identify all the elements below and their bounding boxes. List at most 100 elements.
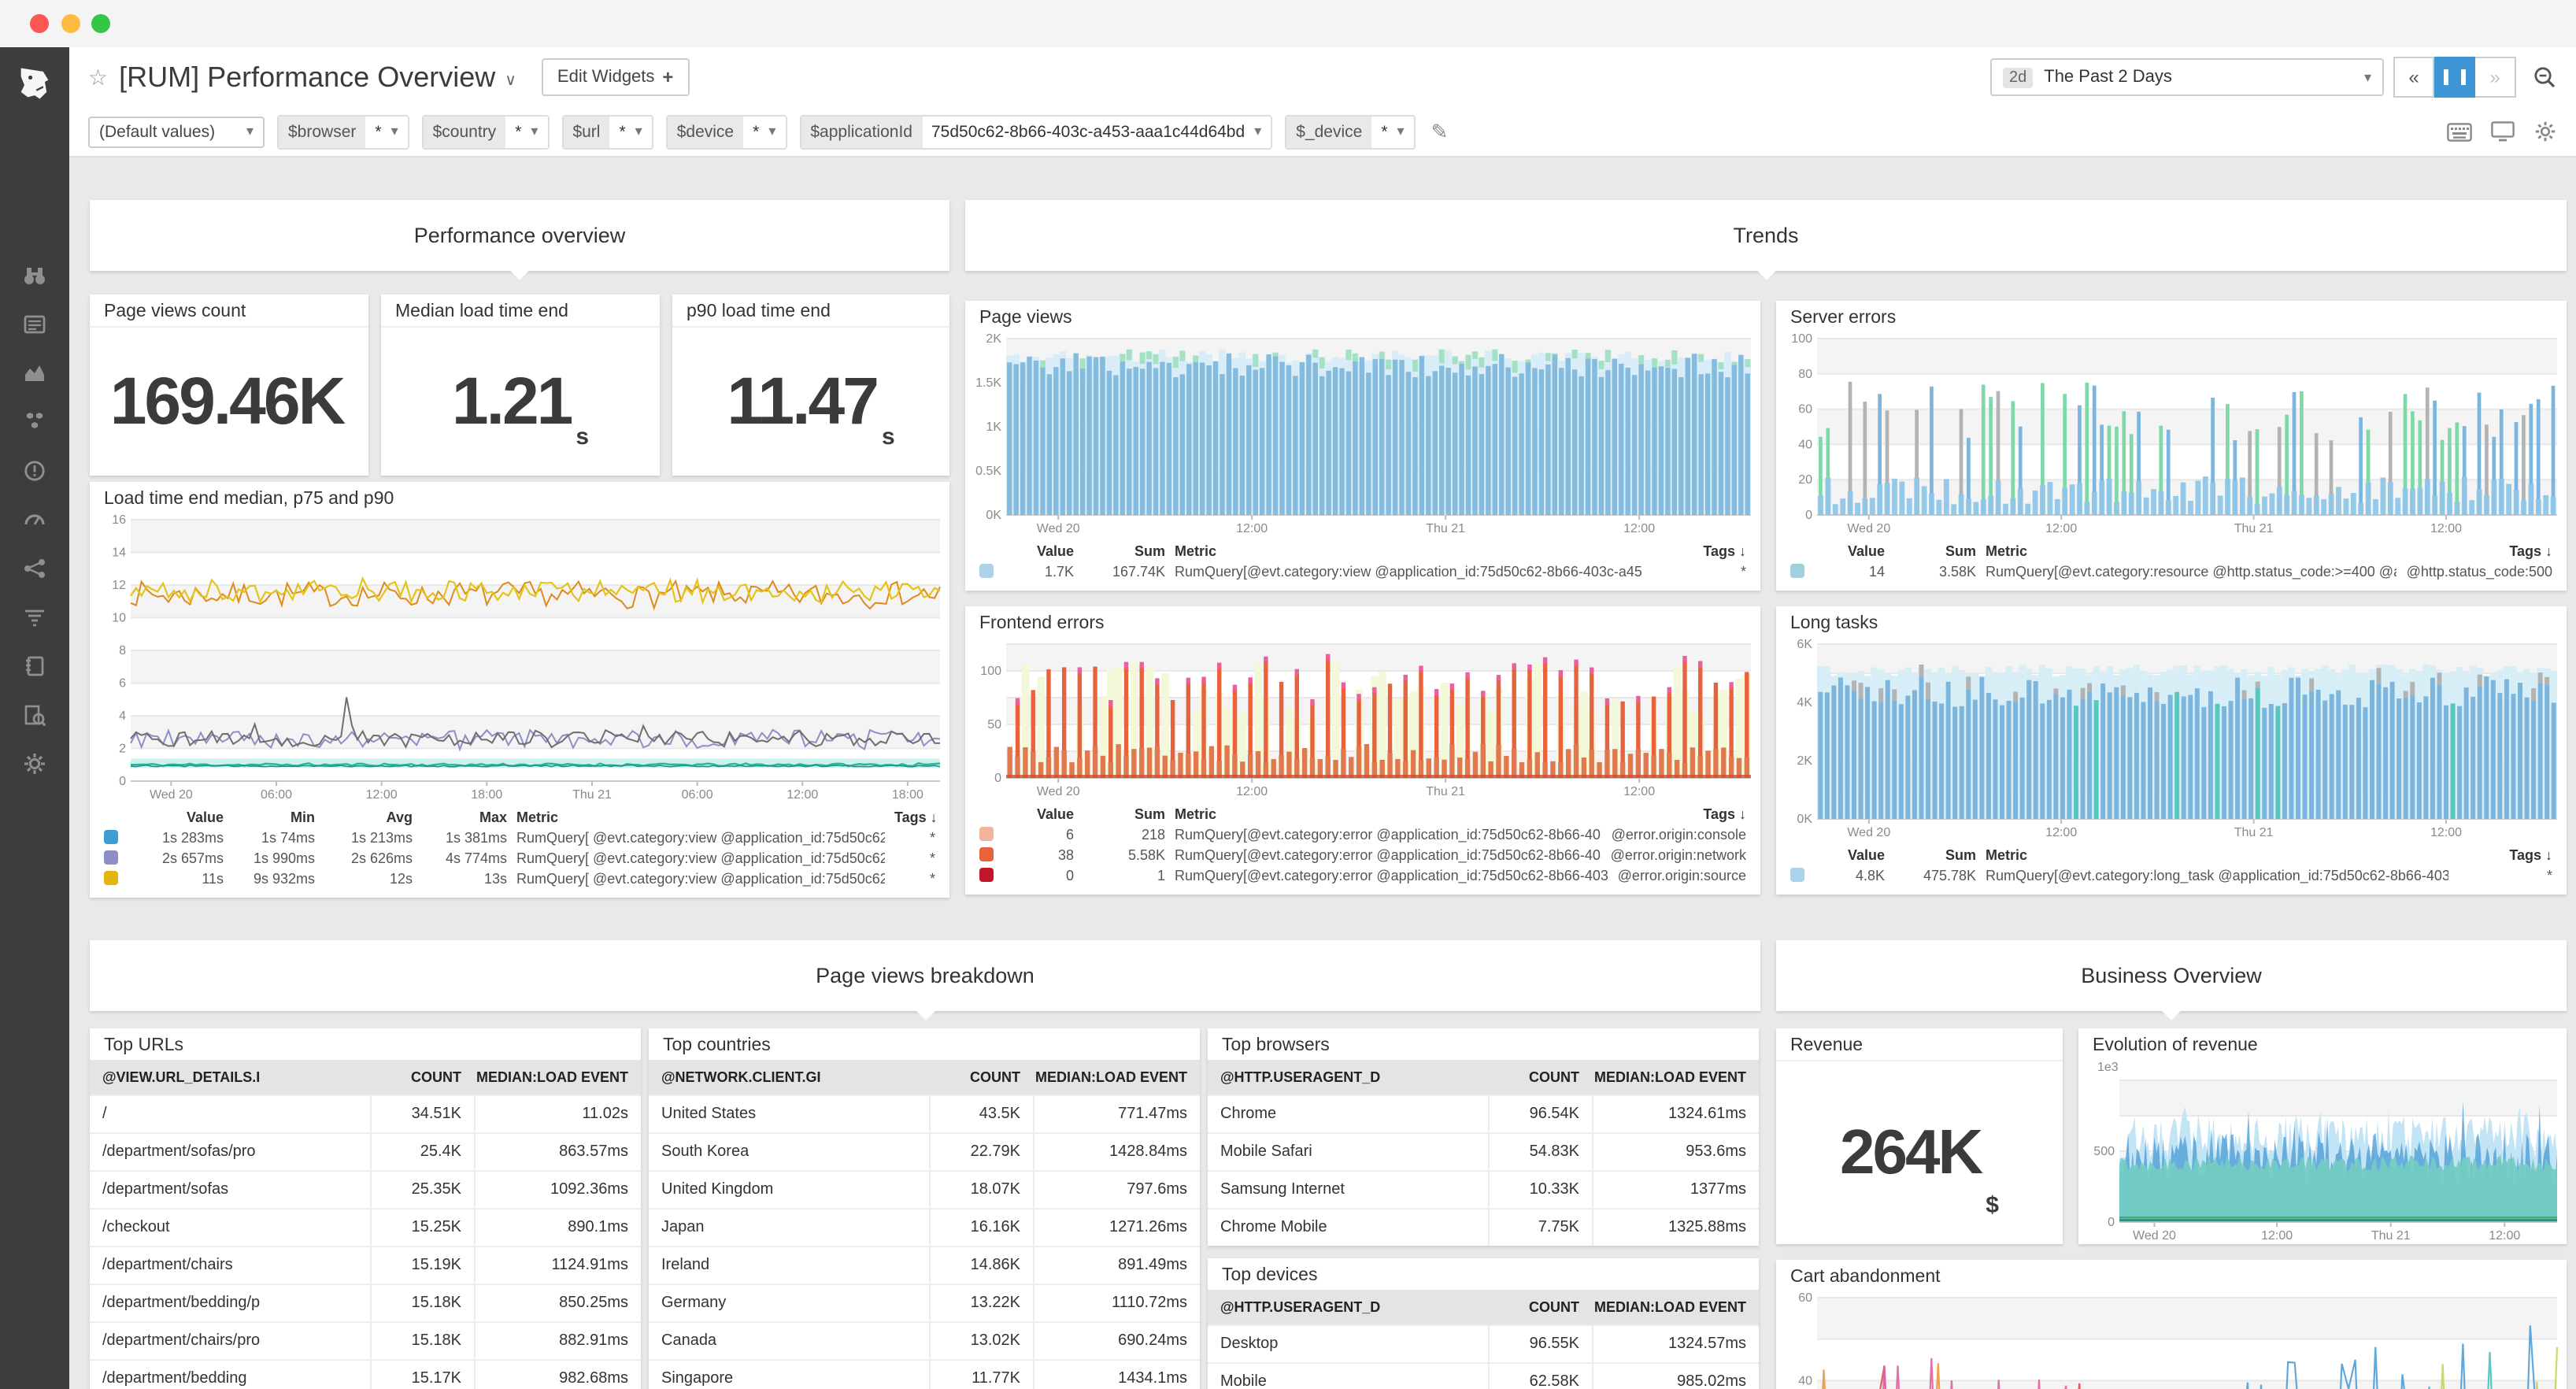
- svg-text:1.5K: 1.5K: [975, 376, 1001, 390]
- table-row[interactable]: /department/chairs 15.19K 1124.91ms: [90, 1246, 641, 1283]
- group-header-page-views-breakdown[interactable]: Page views breakdown: [90, 940, 1760, 1020]
- time-range-select[interactable]: 2d The Past 2 Days ▾: [1990, 58, 2384, 96]
- widget-top-urls-table[interactable]: Top URLs @VIEW.URL_DETAILS.I COUNT MEDIAN:…: [90, 1028, 641, 1389]
- template-variable-device[interactable]: $device * ▾: [665, 114, 787, 149]
- table-row[interactable]: /checkout 15.25K 890.1ms: [90, 1208, 641, 1246]
- table-row[interactable]: United States 43.5K 771.47ms: [649, 1095, 1200, 1132]
- monitors-icon[interactable]: [22, 458, 47, 483]
- synthetics-icon[interactable]: [22, 702, 47, 728]
- svg-text:12:00: 12:00: [1623, 522, 1655, 535]
- server-errors-bar-chart[interactable]: 0 20 40 60 80 100 Wed 20 12:00 Thu 21 12:00: [1776, 332, 2567, 537]
- legend-row[interactable]: 0 1 RumQuery[@evt.category:error @applicat…: [979, 865, 1746, 885]
- group-header-business-overview[interactable]: Business Overview: [1776, 940, 2567, 1020]
- revenue-area-chart[interactable]: 0 500 Wed 20 12:00 Thu 21 12:00: [2078, 1074, 2567, 1244]
- legend-row[interactable]: 1.7K 167.74K RumQuery[@evt.category:view @…: [979, 561, 1746, 581]
- time-backward-button[interactable]: «: [2393, 57, 2434, 98]
- widget-revenue[interactable]: Revenue 264K $: [1776, 1028, 2063, 1244]
- zoom-out-icon[interactable]: [2532, 65, 2557, 90]
- template-variable-browser[interactable]: $browser * ▾: [277, 114, 409, 149]
- title-chevron-down-icon[interactable]: ∨: [505, 72, 516, 89]
- metrics-icon[interactable]: [22, 361, 47, 386]
- widget-server-errors-chart[interactable]: Server errors 0 20 40 60 80 100 Wed 20 12:00 Thu…: [1776, 301, 2567, 591]
- edit-widgets-button[interactable]: Edit Widgets +: [541, 58, 690, 96]
- edit-variables-pencil-icon[interactable]: ✎: [1430, 119, 1449, 143]
- table-row[interactable]: Canada 13.02K 690.24ms: [649, 1321, 1200, 1359]
- security-icon[interactable]: [22, 751, 47, 776]
- close-window-button[interactable]: [30, 14, 49, 33]
- table-row[interactable]: United Kingdom 18.07K 797.6ms: [649, 1170, 1200, 1208]
- legend-row[interactable]: 2s 657ms 1s 990ms 2s 626ms 4s 774ms RumQuery…: [104, 847, 935, 868]
- legend-column-header[interactable]: Tags ↓: [1703, 543, 1746, 558]
- favorite-star-icon[interactable]: ☆: [88, 64, 109, 89]
- legend-row[interactable]: 38 5.58K RumQuery[@evt.category:error @app…: [979, 844, 1746, 865]
- widget-frontend-errors-chart[interactable]: Frontend errors 0 50 100 Wed 20 12:00 Thu 21 1…: [965, 606, 1760, 895]
- widget-top-countries-table[interactable]: Top countries @NETWORK.CLIENT.GI COUNT MED…: [649, 1028, 1200, 1389]
- table-row[interactable]: Chrome 96.54K 1324.61ms: [1208, 1095, 1759, 1132]
- widget-evolution-of-revenue[interactable]: Evolution of revenue 1e3 0 500 Wed 20 12:00…: [2078, 1028, 2567, 1244]
- tv-mode-icon[interactable]: [2491, 121, 2515, 142]
- infrastructure-icon[interactable]: [22, 409, 47, 435]
- group-header-trends[interactable]: Trends: [965, 200, 2567, 280]
- legend-row[interactable]: 11s 9s 932ms 12s 13s RumQuery[ @evt.category…: [104, 868, 935, 888]
- widget-top-devices-table[interactable]: Top devices @HTTP.USERAGENT_D COUNT MEDIAN…: [1208, 1258, 1759, 1389]
- shortcuts-keyboard-icon[interactable]: [2447, 122, 2472, 141]
- legend-column-header[interactable]: Tags ↓: [2509, 543, 2552, 558]
- network-icon[interactable]: [22, 556, 47, 581]
- widget-top-browsers-table[interactable]: Top browsers @HTTP.USERAGENT_D COUNT MEDIA…: [1208, 1028, 1759, 1246]
- pause-button[interactable]: [2434, 57, 2475, 98]
- table-row[interactable]: Chrome Mobile 7.75K 1325.88ms: [1208, 1208, 1759, 1246]
- widget-page-views-chart[interactable]: Page views 0K 0.5K 1K 1.5K 2K Wed 20 12:00 Thu …: [965, 301, 1760, 591]
- table-row[interactable]: /department/sofas 25.35K 1092.36ms: [90, 1170, 641, 1208]
- template-variable-country[interactable]: $country * ▾: [421, 114, 550, 149]
- legend-cell: 4s 774ms: [445, 850, 507, 865]
- load-time-timeseries-chart[interactable]: 0 2 4 6 8 10 12 14 16 Wed 20 06:00 12:00 18:00 Thu 21…: [90, 513, 949, 803]
- table-row[interactable]: /department/bedding 15.17K 982.68ms: [90, 1359, 641, 1389]
- long-tasks-bar-chart[interactable]: 0K 2K 4K 6K Wed 20 12:00 Thu 21 12:00: [1776, 638, 2567, 841]
- events-icon[interactable]: [22, 312, 47, 337]
- legend-row[interactable]: 1s 283ms 1s 74ms 1s 213ms 1s 381ms RumQuery[…: [104, 827, 935, 847]
- table-row[interactable]: Germany 13.22K 1110.72ms: [649, 1283, 1200, 1321]
- table-row[interactable]: Japan 16.16K 1271.26ms: [649, 1208, 1200, 1246]
- table-row[interactable]: /department/sofas/pro 25.4K 863.57ms: [90, 1132, 641, 1170]
- table-row[interactable]: Singapore 11.77K 1434.1ms: [649, 1359, 1200, 1389]
- default-values-select[interactable]: (Default values) ▾: [88, 116, 265, 147]
- watchdog-icon[interactable]: [22, 263, 47, 288]
- settings-gear-icon[interactable]: [2533, 120, 2557, 143]
- table-row[interactable]: Mobile Safari 54.83K 953.6ms: [1208, 1132, 1759, 1170]
- table-row[interactable]: Desktop 96.55K 1324.57ms: [1208, 1324, 1759, 1362]
- table-row[interactable]: Samsung Internet 10.33K 1377ms: [1208, 1170, 1759, 1208]
- table-row[interactable]: /department/bedding/p 15.18K 850.25ms: [90, 1283, 641, 1321]
- datadog-logo-icon[interactable]: [14, 63, 55, 112]
- variable-label: $url: [563, 116, 610, 147]
- maximize-window-button[interactable]: [91, 14, 110, 33]
- group-header-performance-overview[interactable]: Performance overview: [90, 200, 949, 280]
- table-row[interactable]: Ireland 14.86K 891.49ms: [649, 1246, 1200, 1283]
- time-forward-button[interactable]: »: [2475, 57, 2516, 98]
- legend-row[interactable]: 6 218 RumQuery[@evt.category:error @applic…: [979, 824, 1746, 844]
- page-views-bar-chart[interactable]: 0K 0.5K 1K 1.5K 2K Wed 20 12:00 Thu 21 12:00: [965, 332, 1760, 537]
- minimize-window-button[interactable]: [61, 14, 80, 33]
- widget-load-time-chart[interactable]: Load time end median, p75 and p90 0 2 4 6 8 1…: [90, 482, 949, 898]
- legend-column-header[interactable]: Tags ↓: [894, 809, 935, 824]
- legend-row[interactable]: 14 3.58K RumQuery[@evt.category:resource @…: [1790, 561, 2552, 581]
- template-variable--device[interactable]: $_device * ▾: [1285, 114, 1416, 149]
- widget-p90-load-time[interactable]: p90 load time end 11.47 s: [672, 294, 949, 476]
- apm-icon[interactable]: [22, 507, 47, 532]
- widget-long-tasks-chart[interactable]: Long tasks 0K 2K 4K 6K Wed 20 12:00 Thu 21 12:0…: [1776, 606, 2567, 895]
- legend-row[interactable]: 4.8K 475.78K RumQuery[@evt.category:long_t…: [1790, 865, 2552, 885]
- widget-median-load-time[interactable]: Median load time end 1.21 s: [381, 294, 660, 476]
- widget-page-views-count[interactable]: Page views count 169.46K: [90, 294, 368, 476]
- legend-column-header[interactable]: Tags ↓: [1703, 806, 1746, 821]
- table-row[interactable]: South Korea 22.79K 1428.84ms: [649, 1132, 1200, 1170]
- table-row[interactable]: / 34.51K 11.02s: [90, 1095, 641, 1132]
- template-variable-applicationId[interactable]: $applicationId 75d50c62-8b66-403c-a453-aa…: [799, 114, 1273, 149]
- logs-icon[interactable]: [22, 605, 47, 630]
- table-row[interactable]: /department/chairs/pro 15.18K 882.91ms: [90, 1321, 641, 1359]
- template-variable-url[interactable]: $url * ▾: [561, 114, 653, 149]
- legend-column-header[interactable]: Tags ↓: [2509, 846, 2552, 862]
- frontend-errors-bar-chart[interactable]: 0 50 100 Wed 20 12:00 Thu 21 12:00: [965, 638, 1760, 800]
- notebooks-icon[interactable]: [22, 654, 47, 679]
- table-row[interactable]: Mobile 62.58K 985.02ms: [1208, 1362, 1759, 1389]
